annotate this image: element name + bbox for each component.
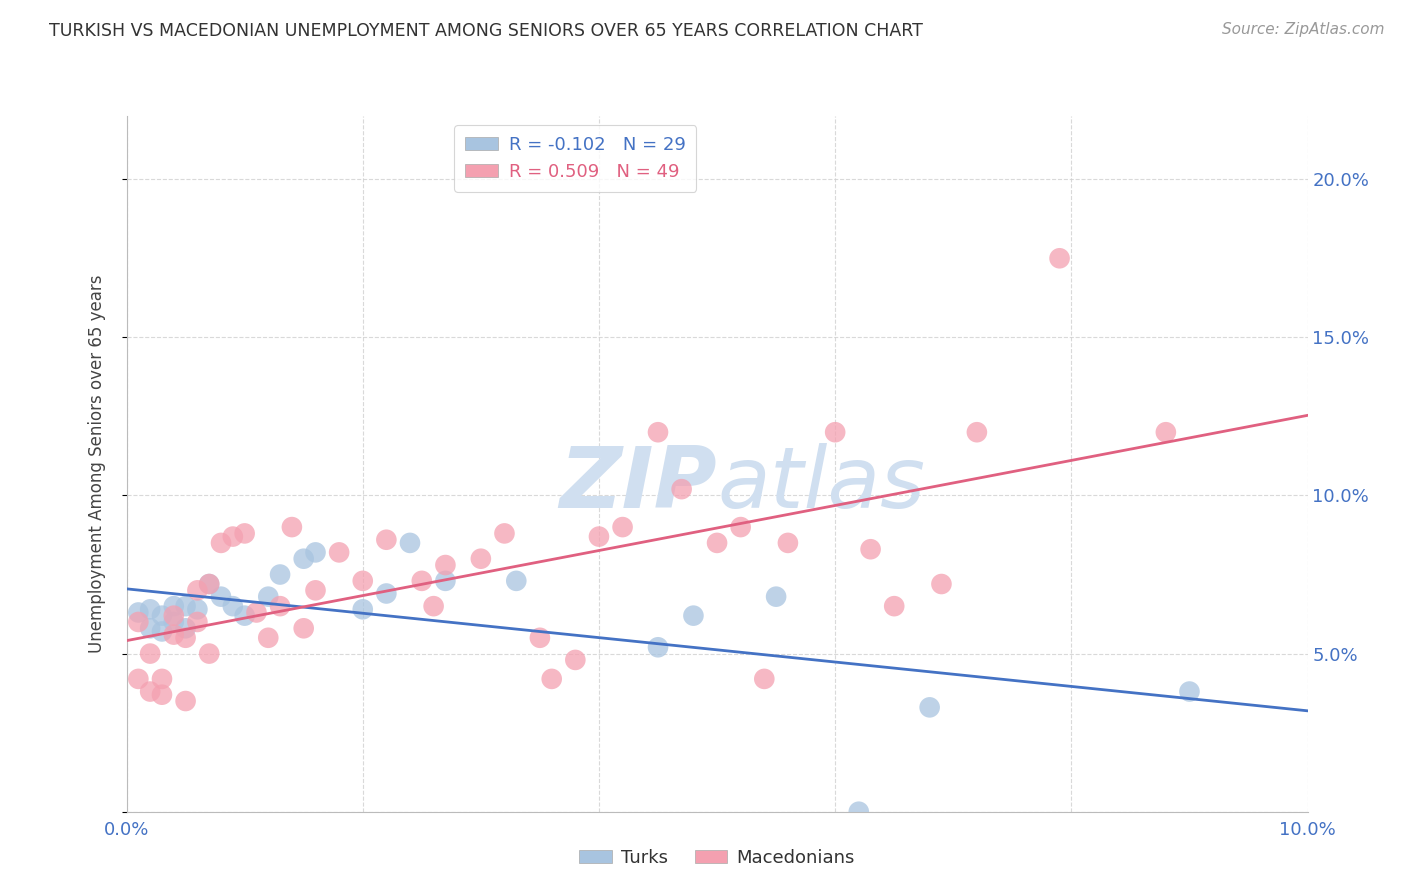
Point <box>859 542 882 557</box>
Point <box>470 551 492 566</box>
Point <box>163 599 186 614</box>
Point <box>186 602 208 616</box>
Point <box>375 533 398 547</box>
Point <box>163 615 186 629</box>
Point <box>647 640 669 655</box>
Point <box>245 606 267 620</box>
Point <box>434 574 457 588</box>
Point <box>706 536 728 550</box>
Point <box>494 526 516 541</box>
Point <box>375 586 398 600</box>
Point <box>269 599 291 614</box>
Point <box>883 599 905 614</box>
Point <box>754 672 776 686</box>
Point <box>198 577 221 591</box>
Point <box>352 574 374 588</box>
Point <box>540 672 562 686</box>
Point <box>411 574 433 588</box>
Point <box>848 805 870 819</box>
Point <box>150 608 173 623</box>
Point <box>163 627 186 641</box>
Point <box>281 520 304 534</box>
Point <box>269 567 291 582</box>
Point <box>209 590 232 604</box>
Point <box>304 545 326 559</box>
Point <box>422 599 444 614</box>
Point <box>824 425 846 440</box>
Point <box>139 647 162 661</box>
Point <box>352 602 374 616</box>
Point <box>612 520 634 534</box>
Point <box>505 574 527 588</box>
Point <box>682 608 704 623</box>
Point <box>647 425 669 440</box>
Text: Source: ZipAtlas.com: Source: ZipAtlas.com <box>1222 22 1385 37</box>
Text: ZIP: ZIP <box>560 443 717 526</box>
Point <box>765 590 787 604</box>
Point <box>730 520 752 534</box>
Point <box>222 599 245 614</box>
Point <box>209 536 232 550</box>
Point <box>163 608 186 623</box>
Point <box>174 694 197 708</box>
Point <box>127 606 149 620</box>
Legend: R = -0.102   N = 29, R = 0.509   N = 49: R = -0.102 N = 29, R = 0.509 N = 49 <box>454 125 696 192</box>
Point <box>222 530 245 544</box>
Point <box>257 631 280 645</box>
Point <box>918 700 941 714</box>
Point <box>186 583 208 598</box>
Point <box>328 545 350 559</box>
Point <box>150 624 173 639</box>
Point <box>399 536 422 550</box>
Text: atlas: atlas <box>717 443 925 526</box>
Y-axis label: Unemployment Among Seniors over 65 years: Unemployment Among Seniors over 65 years <box>87 275 105 653</box>
Text: TURKISH VS MACEDONIAN UNEMPLOYMENT AMONG SENIORS OVER 65 YEARS CORRELATION CHART: TURKISH VS MACEDONIAN UNEMPLOYMENT AMONG… <box>49 22 924 40</box>
Point <box>931 577 953 591</box>
Point <box>671 482 693 496</box>
Point <box>1049 252 1071 266</box>
Point <box>1178 684 1201 698</box>
Point <box>139 602 162 616</box>
Point <box>1154 425 1177 440</box>
Point <box>776 536 799 550</box>
Point <box>198 647 221 661</box>
Point <box>139 684 162 698</box>
Point <box>434 558 457 572</box>
Point <box>588 530 610 544</box>
Point <box>127 615 149 629</box>
Point <box>529 631 551 645</box>
Legend: Turks, Macedonians: Turks, Macedonians <box>572 842 862 874</box>
Point <box>233 608 256 623</box>
Point <box>292 551 315 566</box>
Point <box>966 425 988 440</box>
Point <box>186 615 208 629</box>
Point <box>139 621 162 635</box>
Point <box>304 583 326 598</box>
Point <box>257 590 280 604</box>
Point <box>564 653 586 667</box>
Point <box>150 672 173 686</box>
Point <box>233 526 256 541</box>
Point <box>198 577 221 591</box>
Point <box>292 621 315 635</box>
Point <box>174 599 197 614</box>
Point <box>174 621 197 635</box>
Point <box>174 631 197 645</box>
Point <box>127 672 149 686</box>
Point <box>150 688 173 702</box>
